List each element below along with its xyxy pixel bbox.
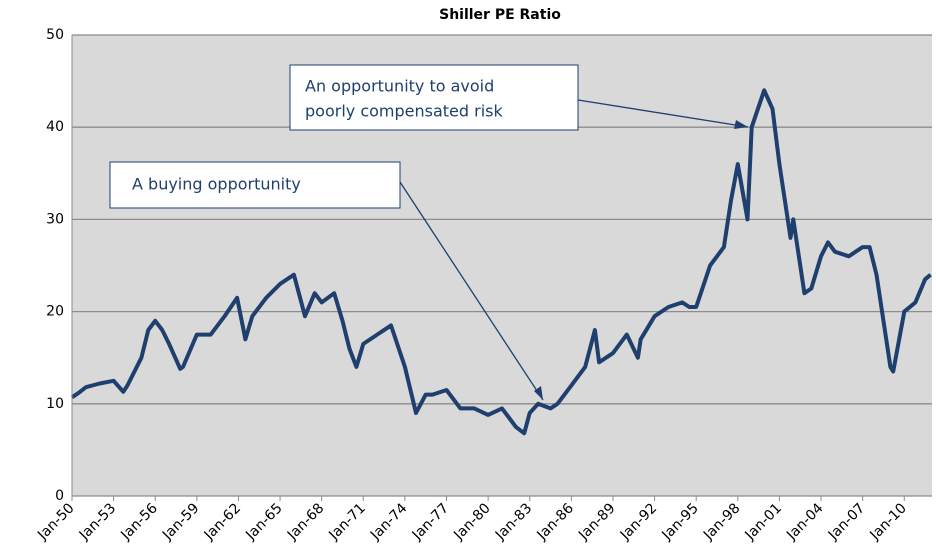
x-tick-label: Jan-62 xyxy=(201,500,244,543)
x-tick-label: Jan-86 xyxy=(534,500,578,544)
x-tick-label: Jan-56 xyxy=(117,500,161,544)
y-tick-label: 20 xyxy=(46,304,64,320)
x-tick-label: Jan-59 xyxy=(159,500,202,543)
x-tick-label: Jan-95 xyxy=(658,500,701,543)
annotation-arrow xyxy=(577,99,749,128)
series xyxy=(70,88,932,436)
x-tick-label: Jan-10 xyxy=(866,500,909,543)
annotation: A buying opportunity xyxy=(132,175,301,194)
x-tick-label: Jan-68 xyxy=(284,500,327,543)
chart-title: Shiller PE Ratio xyxy=(439,7,561,23)
y-tick-label: 40 xyxy=(46,119,64,135)
x-tick-label: Jan-01 xyxy=(742,500,785,543)
annotation-arrow xyxy=(399,181,544,401)
arrowhead xyxy=(734,120,748,129)
x-tick-label: Jan-92 xyxy=(617,500,660,543)
x-tick-label: Jan-89 xyxy=(575,500,618,543)
x-tick-label: Jan-50 xyxy=(34,500,77,543)
x-tick-label: Jan-98 xyxy=(700,500,743,543)
series-line xyxy=(70,88,932,436)
x-tick-label: Jan-07 xyxy=(825,500,868,543)
y-tick-label: 50 xyxy=(46,27,64,43)
x-tick-label: Jan-77 xyxy=(409,500,452,543)
annotation-box xyxy=(109,161,401,209)
annotation-box xyxy=(289,64,579,131)
arrowhead xyxy=(534,386,543,400)
x-tick-label: Jan-80 xyxy=(450,500,493,543)
y-tick-label: 30 xyxy=(46,211,64,227)
annotation: An opportunity to avoid xyxy=(305,77,494,96)
x-tick-label: Jan-71 xyxy=(325,500,368,543)
annotation: poorly compensated risk xyxy=(305,102,503,121)
x-tick-label: Jan-83 xyxy=(492,500,535,543)
x-tick-label: Jan-65 xyxy=(242,500,285,543)
x-tick-label: Jan-74 xyxy=(367,500,411,544)
y-tick-label: 0 xyxy=(55,488,64,504)
y-tick-label: 10 xyxy=(46,396,64,412)
x-tick-label: Jan-53 xyxy=(76,500,119,543)
x-tick-label: Jan-04 xyxy=(783,500,827,544)
